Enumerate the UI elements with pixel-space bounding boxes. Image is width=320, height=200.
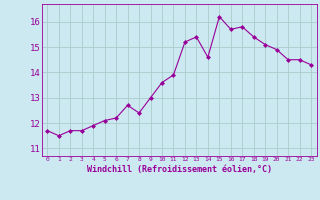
X-axis label: Windchill (Refroidissement éolien,°C): Windchill (Refroidissement éolien,°C) [87,165,272,174]
